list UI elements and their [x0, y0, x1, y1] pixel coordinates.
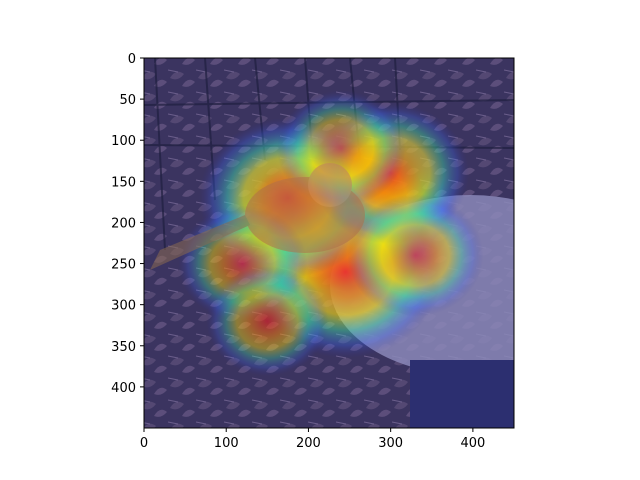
- y-tick-label: 150: [111, 175, 136, 190]
- heat-spot-8: [347, 194, 484, 317]
- y-tick-label: 250: [111, 258, 136, 273]
- x-tick-label: 200: [296, 436, 321, 451]
- heat-spot-6: [206, 266, 329, 377]
- x-axis: 0 100 200 300 400: [140, 428, 485, 451]
- y-tick-label: 350: [111, 340, 136, 355]
- y-tick-label: 100: [111, 134, 136, 149]
- y-tick-label: 200: [111, 216, 136, 231]
- x-tick-label: 100: [214, 436, 239, 451]
- y-tick-label: 50: [119, 93, 136, 108]
- y-tick-label: 400: [111, 381, 136, 396]
- y-tick-label: 300: [111, 299, 136, 314]
- x-tick-label: 0: [140, 436, 148, 451]
- plot-frame: [143, 57, 515, 429]
- x-tick-label: 300: [378, 436, 403, 451]
- y-tick-label: 0: [128, 52, 136, 67]
- bird-silhouette: [150, 163, 365, 270]
- plot-area: [144, 58, 514, 428]
- x-tick-label: 400: [460, 436, 485, 451]
- bird-bath-stand: [410, 360, 514, 428]
- y-axis: 0 50 100 150 200 250 300 350 400: [111, 52, 144, 396]
